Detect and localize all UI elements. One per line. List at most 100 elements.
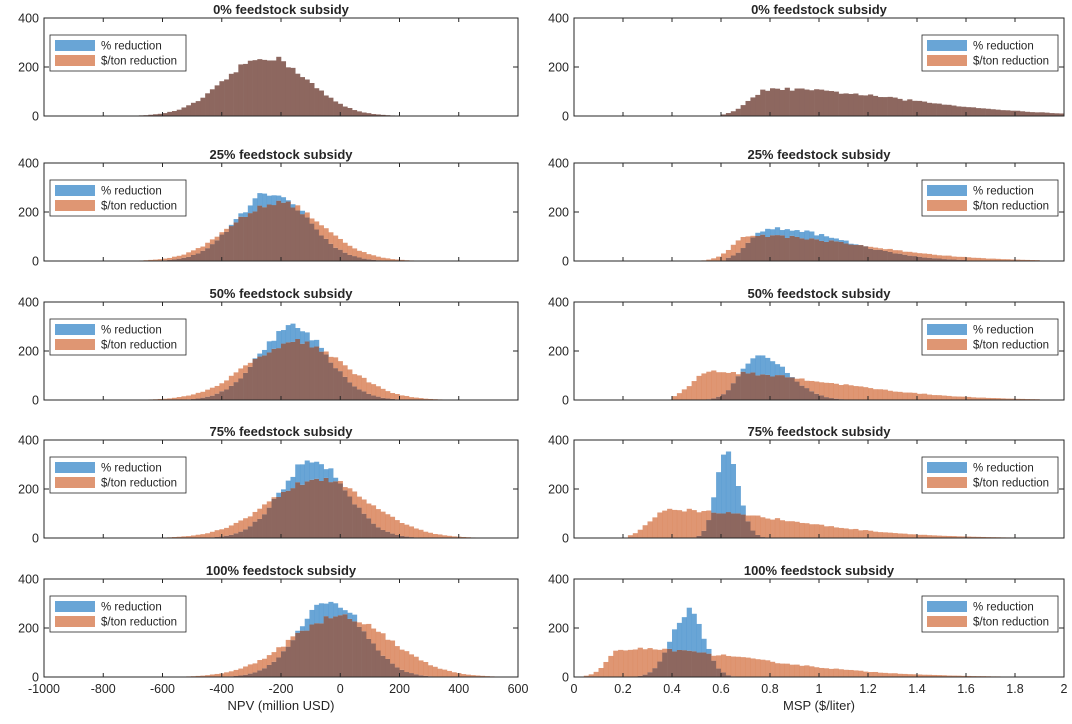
overlap-bar xyxy=(318,235,324,261)
ton-reduction-bar xyxy=(642,525,648,538)
ton-reduction-bar xyxy=(951,536,957,538)
ton-reduction-bar xyxy=(181,536,187,538)
ton-reduction-bar xyxy=(162,398,168,400)
overlap-bar xyxy=(333,368,339,400)
legend-swatch-ton xyxy=(55,200,95,211)
ton-reduction-bar xyxy=(946,535,952,538)
overlap-bar xyxy=(314,229,320,261)
overlap-bar xyxy=(323,477,329,538)
overlap-bar xyxy=(266,507,272,538)
overlap-bar xyxy=(765,236,771,261)
ton-reduction-bar xyxy=(418,398,424,400)
overlap-bar xyxy=(361,391,367,400)
overlap-bar xyxy=(887,96,893,116)
ton-reduction-bar xyxy=(779,520,785,538)
overlap-bar xyxy=(819,89,825,116)
overlap-bar xyxy=(285,201,291,261)
ton-reduction-bar xyxy=(951,675,957,677)
pct-reduction-bar xyxy=(238,213,244,217)
ton-reduction-bar xyxy=(740,237,746,249)
overlap-bar xyxy=(304,79,310,116)
histogram-panel: 0 200 400 0% feedstock subsidy % reduction $/… xyxy=(548,2,1065,124)
legend: % reduction $/ton reduction xyxy=(921,595,1059,633)
ton-reduction-bar xyxy=(975,536,981,538)
overlap-bar xyxy=(337,615,343,677)
pct-reduction-bar xyxy=(262,193,268,208)
pct-reduction-bar xyxy=(755,232,761,237)
overlap-bar xyxy=(1049,113,1055,116)
ton-reduction-bar xyxy=(356,375,362,390)
overlap-bar xyxy=(228,226,234,261)
ton-reduction-bar xyxy=(1000,259,1006,261)
ton-reduction-bar xyxy=(907,534,913,538)
overlap-bar xyxy=(662,652,668,677)
overlap-bar xyxy=(285,646,291,677)
overlap-bar xyxy=(276,200,282,261)
overlap-bar xyxy=(247,366,253,400)
ton-reduction-bar xyxy=(205,675,211,677)
ton-reduction-bar xyxy=(157,398,163,400)
overlap-bar xyxy=(647,672,653,677)
overlap-bar xyxy=(735,108,741,116)
overlap-bar xyxy=(299,214,305,261)
panel-title: 75% feedstock subsidy xyxy=(209,424,353,439)
overlap-bar xyxy=(356,507,362,538)
ton-reduction-bar xyxy=(583,675,589,677)
ton-reduction-bar xyxy=(970,397,977,400)
ton-reduction-bar xyxy=(333,235,339,248)
ton-reduction-bar xyxy=(662,648,668,653)
overlap-bar xyxy=(271,205,277,261)
overlap-bar xyxy=(257,59,263,116)
overlap-bar xyxy=(209,89,215,116)
overlap-bar xyxy=(1019,111,1026,116)
ton-reduction-bar xyxy=(853,386,859,400)
ton-reduction-bar xyxy=(838,527,844,538)
overlap-bar xyxy=(333,247,339,261)
overlap-bar xyxy=(318,90,324,116)
overlap-bar xyxy=(418,675,424,677)
overlap-bar xyxy=(219,234,225,261)
overlap-bar xyxy=(285,67,291,116)
overlap-bar xyxy=(356,111,362,116)
overlap-bar xyxy=(921,257,928,261)
ton-reduction-bar xyxy=(789,521,795,538)
overlap-bar xyxy=(995,109,1001,116)
pct-reduction-bar xyxy=(318,603,324,624)
overlap-bar xyxy=(295,73,301,116)
ton-reduction-bar xyxy=(266,655,272,665)
overlap-bar xyxy=(247,526,253,538)
ton-reduction-bar xyxy=(966,675,972,677)
ton-reduction-bar xyxy=(347,369,353,383)
ton-reduction-bar xyxy=(819,667,825,677)
overlap-bar xyxy=(228,385,234,400)
pct-reduction-bar xyxy=(243,212,249,217)
pct-reduction-bar xyxy=(740,368,746,372)
overlap-bar xyxy=(295,339,301,400)
ton-reduction-bar xyxy=(863,530,869,538)
ton-reduction-bar xyxy=(843,669,849,677)
ton-reduction-bar xyxy=(361,499,367,514)
overlap-bar xyxy=(238,216,244,261)
ton-reduction-bar xyxy=(794,664,800,677)
overlap-bar xyxy=(347,382,353,400)
ton-reduction-bar xyxy=(745,515,751,522)
ton-reduction-bar xyxy=(819,382,825,396)
x-tick-label: 0.2 xyxy=(614,682,631,696)
pct-reduction-bar xyxy=(711,497,717,513)
overlap-bar xyxy=(725,257,732,261)
ton-reduction-bar xyxy=(352,248,358,257)
overlap-bar xyxy=(390,663,396,677)
ton-reduction-bar xyxy=(181,396,187,400)
legend-label: % reduction xyxy=(101,41,162,53)
pct-reduction-bar xyxy=(848,243,854,245)
ton-reduction-bar xyxy=(361,377,367,392)
ton-reduction-bar xyxy=(662,510,668,538)
overlap-bar xyxy=(711,660,717,677)
overlap-bar xyxy=(1039,112,1045,116)
overlap-bar xyxy=(946,259,952,261)
ton-reduction-bar xyxy=(637,647,643,676)
pct-reduction-bar xyxy=(779,230,785,236)
overlap-bar xyxy=(394,535,400,538)
overlap-bar xyxy=(290,207,296,261)
ton-reduction-bar xyxy=(446,535,452,538)
